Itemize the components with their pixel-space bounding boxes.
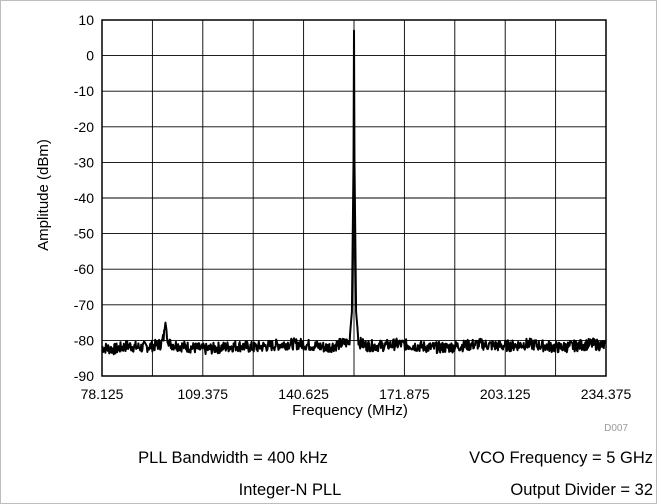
- spectrum-trace: [101, 29, 607, 356]
- output-divider-text: Output Divider = 32: [510, 481, 653, 499]
- x-tick-label: 234.375: [581, 386, 632, 402]
- pll-bandwidth-text: PLL Bandwidth = 400 kHz: [138, 449, 328, 467]
- y-axis-ticks: 10 0 -10 -20 -30 -40 -50 -60 -70 -80 -90: [74, 12, 94, 384]
- y-tick-label: -30: [74, 154, 94, 170]
- y-tick-label: -10: [74, 83, 94, 99]
- x-axis-label: Frequency (MHz): [292, 402, 408, 419]
- y-tick-label: -70: [74, 297, 94, 313]
- y-axis-label: Amplitude (dBm): [35, 139, 52, 251]
- y-tick-label: 0: [86, 48, 94, 64]
- x-tick-label: 203.125: [480, 386, 531, 402]
- x-tick-label: 171.875: [379, 386, 430, 402]
- y-tick-label: 10: [78, 12, 94, 28]
- x-tick-label: 78.125: [81, 386, 124, 402]
- x-axis-ticks: 78.125 109.375 140.625 171.875 203.125 234.37…: [81, 386, 632, 402]
- y-tick-label: -80: [74, 332, 94, 348]
- y-tick-label: -90: [74, 368, 94, 384]
- y-tick-label: -40: [74, 190, 94, 206]
- pll-mode-text: Integer-N PLL: [239, 481, 342, 499]
- y-tick-label: -20: [74, 119, 94, 135]
- y-tick-label: -50: [74, 226, 94, 242]
- vco-frequency-text: VCO Frequency = 5 GHz: [469, 449, 653, 467]
- plot-border: [101, 19, 607, 377]
- figure-code: D007: [604, 423, 628, 434]
- x-tick-label: 140.625: [278, 386, 329, 402]
- x-tick-label: 109.375: [177, 386, 228, 402]
- y-tick-label: -60: [74, 261, 94, 277]
